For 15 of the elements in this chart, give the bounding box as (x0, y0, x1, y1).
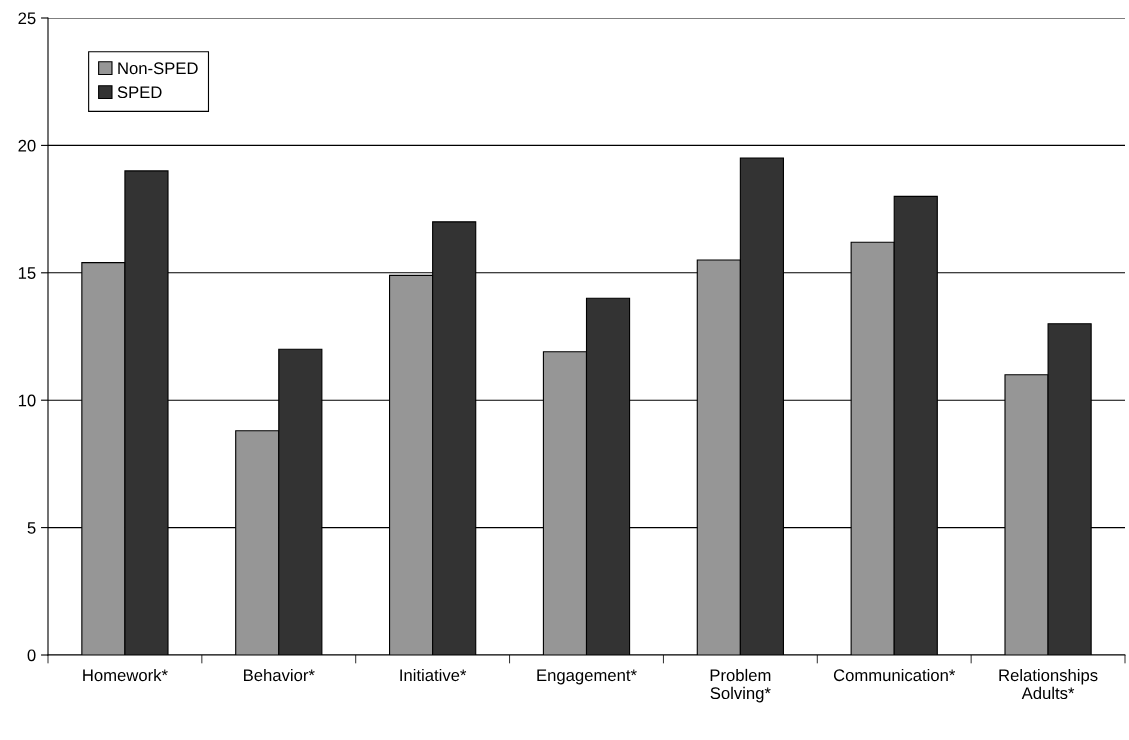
legend-label: Non-SPED (118, 62, 198, 75)
x-tick-label: Initiative* (400, 668, 467, 682)
y-tick-label: 15 (18, 267, 36, 279)
y-tick-label: 10 (18, 394, 36, 407)
x-tick-label: Behavior* (244, 668, 315, 682)
x-tick-label: Communication* (833, 668, 956, 682)
x-tick-label: Engagement* (537, 669, 637, 685)
x-tick-label: Homework* (83, 668, 168, 682)
y-tick-label: 25 (18, 12, 36, 25)
x-tick-label: Problem Solving* (710, 668, 771, 703)
y-tick-label: 5 (27, 522, 36, 534)
y-tick-label: 0 (27, 649, 36, 662)
x-tick-label: Relationships Adults* (999, 668, 1098, 700)
y-tick-label: 20 (18, 139, 36, 152)
legend-label: SPED (117, 86, 162, 99)
